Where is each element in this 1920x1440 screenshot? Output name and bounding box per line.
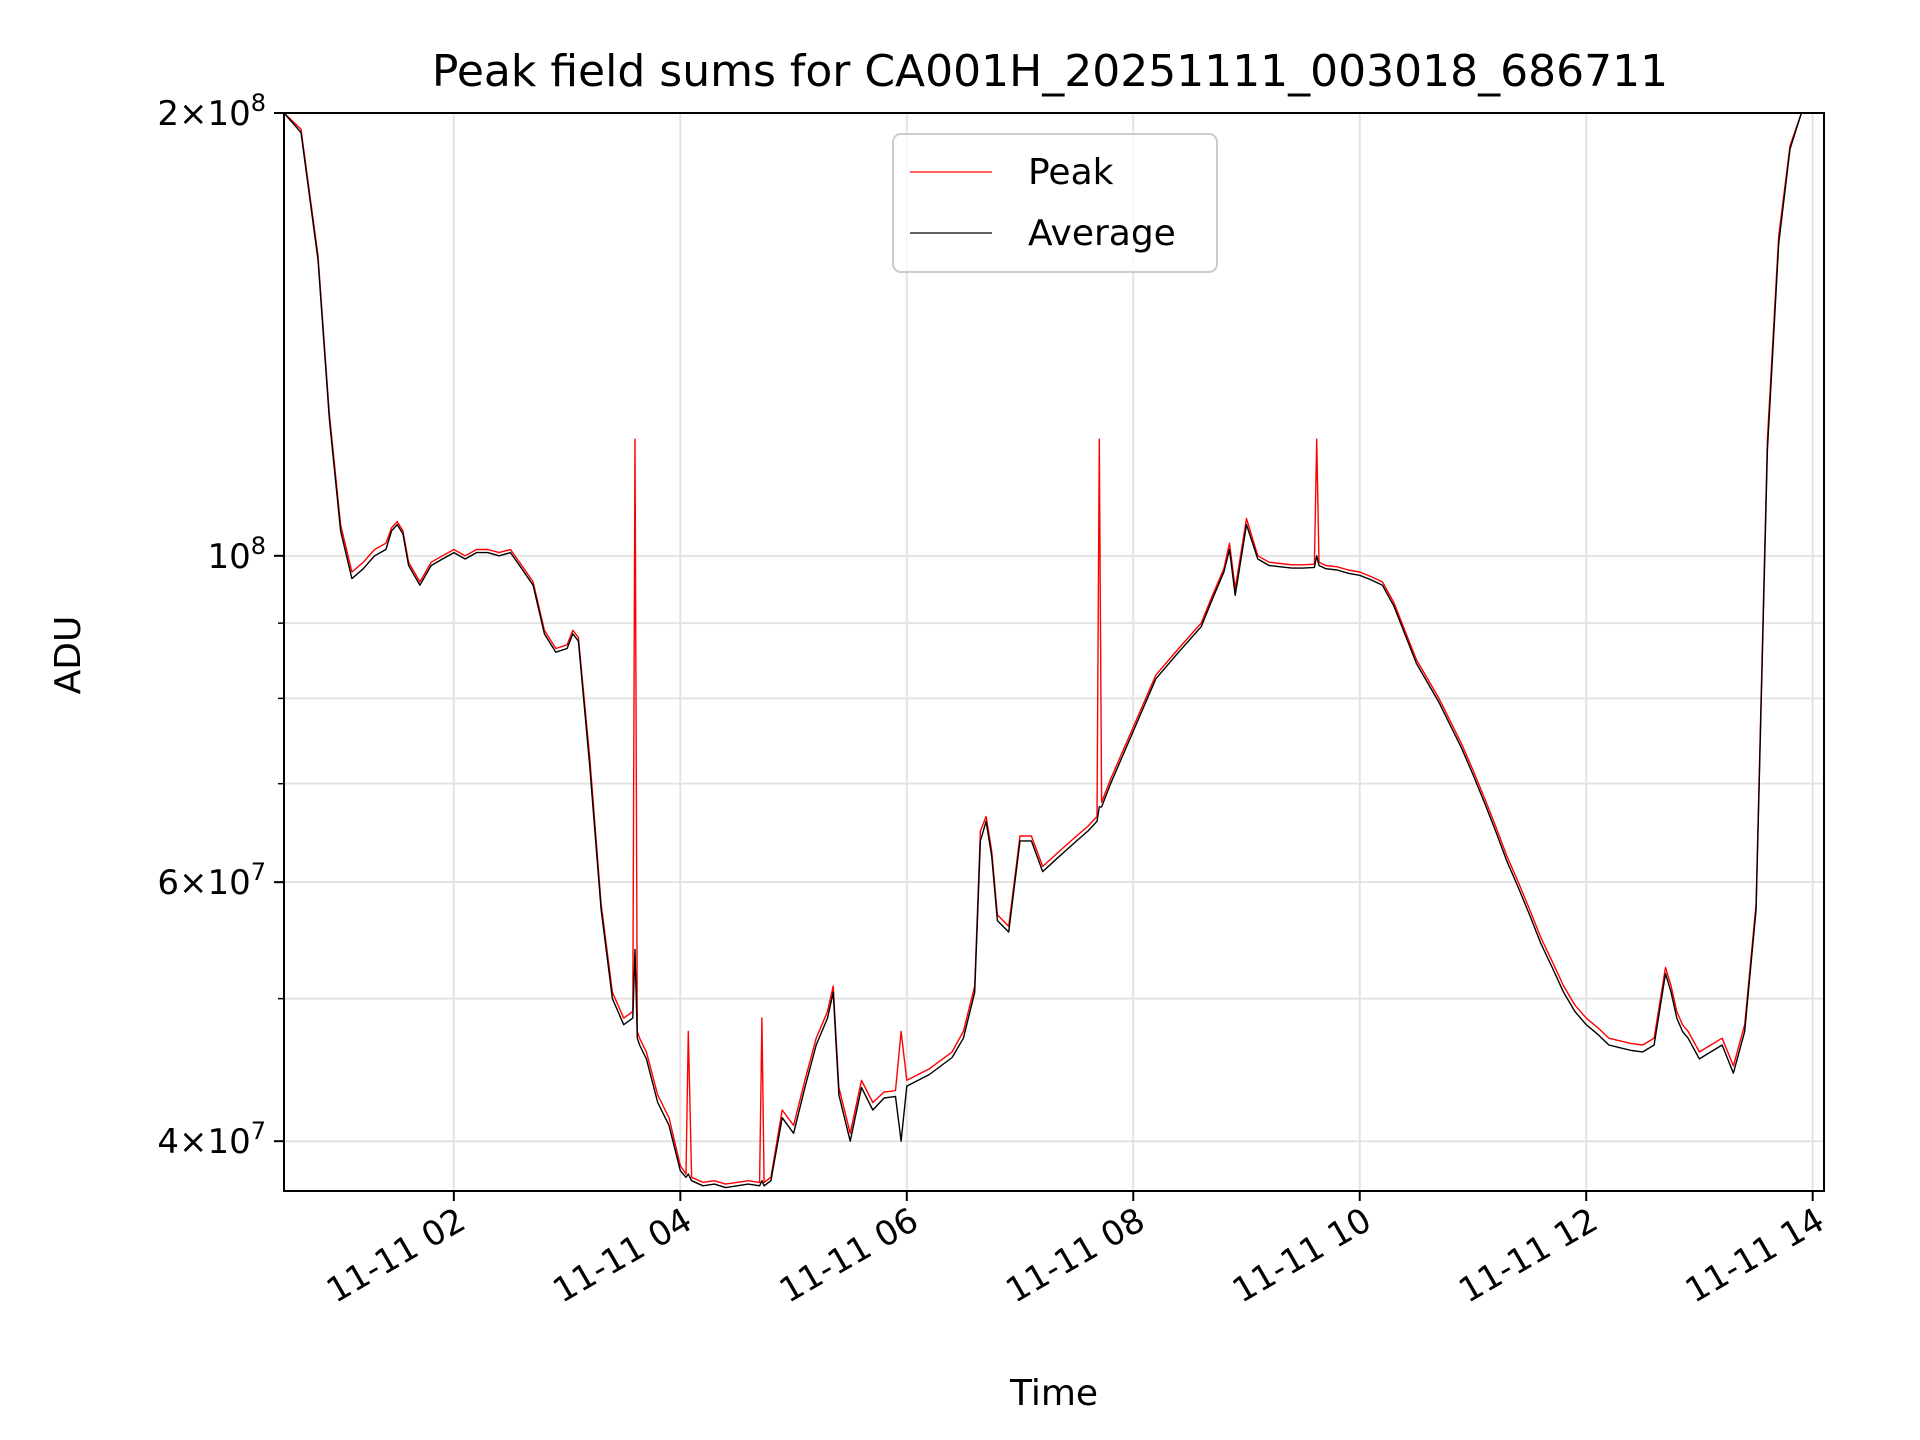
plot-area <box>284 113 1824 1189</box>
x-axis-label: Time <box>1009 1373 1098 1414</box>
y-tick-label: 108 <box>207 532 266 577</box>
legend: Peak Average <box>892 133 1218 273</box>
chart-title: Peak field sums for CA001H_20251111_0030… <box>432 46 1668 97</box>
plot-frame <box>283 112 1825 1192</box>
y-axis-label: ADU <box>48 616 89 695</box>
legend-peak-label: Peak <box>1028 152 1114 193</box>
legend-average-label: Average <box>1028 213 1176 254</box>
y-axis: 4×107 6×107 108 2×108 <box>157 89 284 1162</box>
y-tick-label: 4×107 <box>157 1117 266 1162</box>
series-line-average <box>284 113 1824 1189</box>
y-tick-label: 2×108 <box>157 89 266 134</box>
legend-box <box>892 133 1218 273</box>
y-tick-label: 6×107 <box>157 858 266 903</box>
